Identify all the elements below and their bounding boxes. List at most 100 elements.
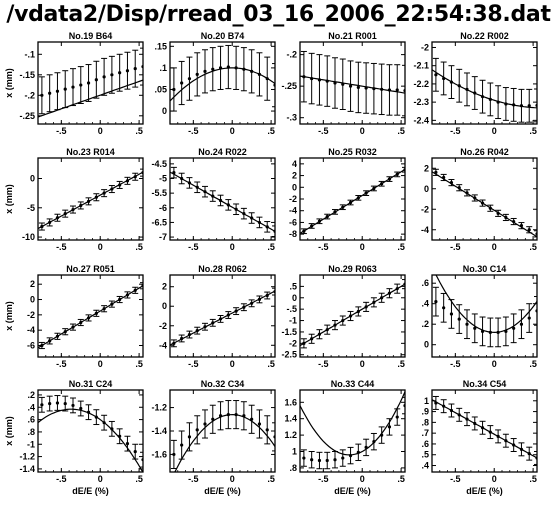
x-tick-label: -.5 (188, 242, 199, 252)
fit-curve (38, 408, 143, 472)
data-point (434, 73, 438, 77)
data-point (372, 300, 376, 304)
panel-title: No.32 C34 (201, 379, 245, 389)
data-point (310, 337, 314, 341)
data-point (79, 203, 83, 208)
data-point (102, 191, 106, 195)
fit-curve (38, 171, 143, 230)
data-point (40, 93, 44, 97)
data-point (488, 430, 492, 434)
data-point (434, 170, 438, 174)
data-point (63, 87, 67, 91)
data-point (504, 439, 508, 443)
y-tick-label: -6 (289, 217, 297, 227)
data-point (273, 229, 275, 233)
data-point (110, 73, 114, 77)
data-point (71, 207, 75, 212)
data-point (457, 413, 461, 417)
data-point (333, 323, 337, 327)
data-point (527, 316, 531, 320)
data-point (302, 75, 306, 79)
y-tick-label: -.1 (24, 49, 35, 59)
data-point (257, 297, 262, 302)
panel-title: No.22 R002 (460, 31, 509, 41)
y-tick-label: -6 (27, 341, 35, 351)
data-point (133, 288, 137, 292)
data-point (125, 69, 130, 73)
y-tick-label: 1 (424, 396, 429, 406)
y-tick-label: 0 (424, 184, 429, 194)
y-tick-label: -2 (27, 310, 35, 320)
data-point (203, 325, 207, 329)
data-point (55, 334, 60, 338)
data-point (180, 81, 184, 85)
data-point (63, 401, 67, 406)
data-point (79, 320, 83, 325)
panel-title: No.34 C54 (463, 379, 507, 389)
data-point (480, 95, 485, 99)
fit-curve (170, 171, 275, 232)
data-point (234, 413, 238, 417)
data-point (527, 452, 531, 456)
x-tick-label: 0 (230, 474, 235, 484)
y-tick-label: 2 (162, 282, 167, 292)
data-layer (170, 44, 275, 112)
panel-title: No.31 C24 (69, 379, 113, 389)
data-point (180, 336, 184, 341)
data-point (187, 77, 192, 81)
data-point (496, 100, 500, 104)
y-tick-label: -5 (27, 203, 35, 213)
data-point (273, 435, 275, 439)
data-point (273, 289, 275, 294)
data-point (519, 224, 524, 228)
y-tick-label: 1.6 (284, 397, 297, 407)
data-point (71, 403, 75, 408)
plot-frame (299, 157, 406, 241)
plot-frame (37, 157, 144, 241)
data-point (310, 76, 314, 81)
data-point (203, 69, 207, 73)
panel-title: No.25 R032 (328, 147, 377, 157)
data-point (480, 201, 485, 205)
data-layer (432, 395, 537, 465)
data-point (141, 458, 143, 462)
data-point (257, 220, 262, 225)
y-tick-label: 2 (292, 171, 297, 181)
data-point (63, 212, 67, 216)
data-point (48, 91, 52, 95)
x-tick-label: 0 (98, 242, 103, 252)
data-point (211, 67, 215, 71)
data-point (535, 103, 537, 108)
panel: No.23 R014 -.5 0 .5 -10 -5 0 x (mm) (4, 147, 144, 252)
data-point (40, 403, 44, 407)
y-tick-label: -.2 (24, 90, 35, 100)
y-tick-label: .8 (27, 427, 35, 437)
data-point (195, 329, 199, 333)
x-tick-label: .5 (135, 126, 143, 136)
y-tick-label: 2 (424, 163, 429, 173)
data-point (519, 322, 524, 326)
y-tick-label: -.3 (286, 113, 297, 123)
plot-frame (169, 274, 276, 358)
y-axis-label: x (mm) (4, 184, 14, 214)
y-tick-label: -2 (159, 321, 167, 331)
x-tick-label: .5 (529, 242, 537, 252)
panel: No.32 C34 -.5 0 .5 -1.6 -1.4 -1.2 dE/E (%) (151, 379, 276, 496)
panel: No.19 B64 -.5 0 .5 -.25 -.2 -.15 -.1 x (mm) (4, 31, 144, 136)
panel: No.30 C14 -.5 0 .5 0 .2 .4 .6 (421, 264, 538, 369)
data-point (434, 300, 438, 304)
y-tick-label: .8 (421, 417, 429, 427)
y-tick-label: .8 (289, 463, 297, 473)
data-point (250, 69, 254, 73)
y-tick-label: -4 (159, 340, 167, 350)
x-tick-label: 0 (230, 359, 235, 369)
data-point (317, 219, 322, 223)
data-point (356, 450, 360, 454)
data-point (434, 401, 438, 405)
data-point (442, 306, 446, 310)
y-tick-label: -.2 (286, 50, 297, 60)
data-point (125, 442, 130, 446)
x-tick-label: .5 (135, 242, 143, 252)
panel: No.22 R002 -.5 0 .5 -2.4 -2.3 -2.2 -2.1 -2 (413, 31, 538, 136)
